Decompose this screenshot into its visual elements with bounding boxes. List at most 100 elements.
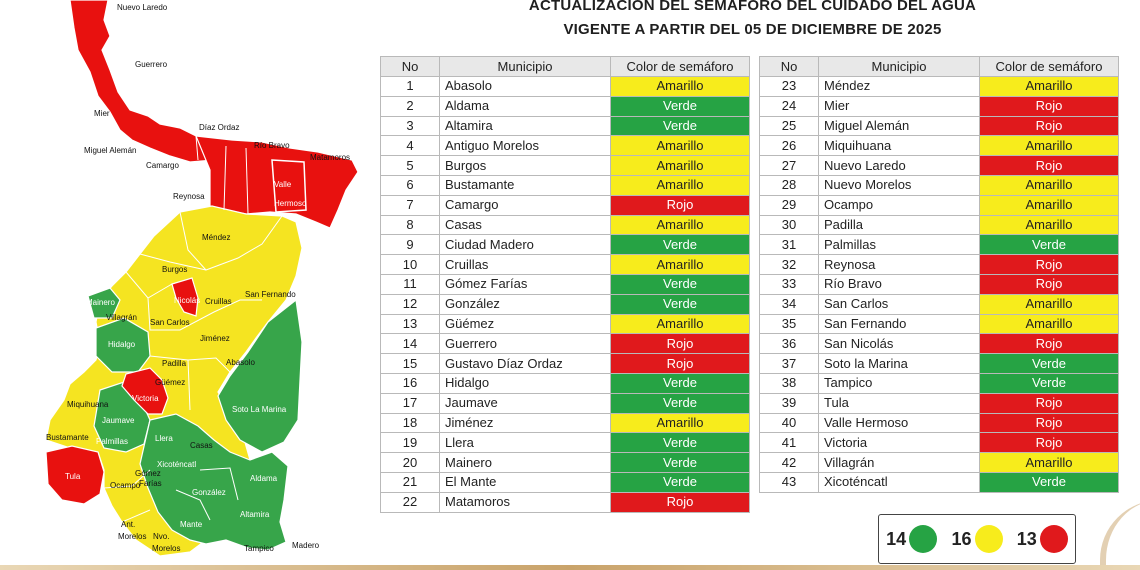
table-row: 40 Valle Hermoso Rojo [759, 412, 1119, 434]
table-row: 36 San Nicolás Rojo [759, 333, 1119, 355]
municipio-number: 1 [380, 76, 440, 97]
column-header-municipio: Municipio [818, 56, 980, 77]
table-row: 18 Jiménez Amarillo [380, 412, 750, 434]
table-row: 16 Hidalgo Verde [380, 372, 750, 394]
municipio-number: 35 [759, 313, 819, 335]
semaforo-color: Rojo [610, 353, 750, 374]
municipio-name: Abasolo [439, 76, 611, 97]
table-row: 20 Mainero Verde [380, 452, 750, 473]
map-label-llera: Llera [155, 434, 173, 443]
municipio-name: Matamoros [439, 491, 611, 513]
map-label-aldama: Aldama [250, 474, 278, 483]
map-label-san-carlos: San Carlos [150, 318, 190, 327]
region-soto-la-marina [217, 298, 303, 453]
municipio-name: Cruillas [439, 254, 611, 275]
map-label-gomez-farias-2: Farías [139, 479, 162, 488]
semaforo-color: Verde [979, 372, 1119, 394]
semaforo-color: Verde [610, 372, 750, 394]
map-label-palmillas: Palmillas [96, 437, 128, 446]
region-mainero [87, 287, 121, 319]
table-body-left: 1 Abasolo Amarillo 2 Aldama Verde 3 Altamira Ver… [380, 76, 750, 513]
municipio-number: 5 [380, 155, 440, 176]
semaforo-color: Amarillo [610, 76, 750, 97]
municipio-number: 23 [759, 76, 819, 97]
municipio-number: 17 [380, 392, 440, 414]
region-llera-gonzalez-south [139, 413, 289, 551]
region-victoria [121, 367, 169, 415]
map-label-tampico: Tampico [244, 544, 274, 553]
municipio-number: 28 [759, 174, 819, 196]
semaforo-color: Amarillo [979, 293, 1119, 315]
semaforo-color: Rojo [979, 392, 1119, 414]
table-row: 24 Mier Rojo [759, 95, 1119, 117]
municipio-name: Burgos [439, 155, 611, 176]
table-row: 3 Altamira Verde [380, 115, 750, 137]
municipio-name: Llera [439, 432, 611, 454]
table-row: 28 Nuevo Morelos Amarillo [759, 174, 1119, 196]
map-label-ant-morelos-1: Ant. [121, 520, 135, 529]
semaforo-color: Rojo [610, 491, 750, 513]
municipio-name: San Nicolás [818, 333, 980, 355]
table-row: 34 San Carlos Amarillo [759, 293, 1119, 315]
map-label-madero: Madero [292, 541, 320, 550]
region-san-nicolas [171, 277, 199, 317]
table-row: 17 Jaumave Verde [380, 392, 750, 414]
municipio-number: 11 [380, 273, 440, 295]
municipio-name: Xicoténcatl [818, 471, 980, 493]
table-row: 10 Cruillas Amarillo [380, 254, 750, 275]
semaforo-color: Amarillo [610, 214, 750, 236]
summary-count: 16 [951, 528, 972, 549]
tamaulipas-map: Nuevo Laredo Guerrero Mier Miguel Alemán… [0, 0, 365, 570]
semaforo-color: Verde [979, 234, 1119, 256]
table-header-row: No Municipio Color de semáforo [759, 56, 1119, 77]
semaforo-color: Verde [610, 452, 750, 473]
semaforo-color: Rojo [610, 333, 750, 355]
map-label-nuevo-laredo: Nuevo Laredo [117, 3, 168, 12]
summary-count: 13 [1016, 528, 1037, 549]
municipios-table-left: No Municipio Color de semáforo 1 Abasolo A… [380, 56, 750, 513]
map-label-mendez: Méndez [202, 233, 230, 242]
municipio-name: Tula [818, 392, 980, 414]
municipio-name: Jiménez [439, 412, 611, 434]
municipio-name: Hidalgo [439, 372, 611, 394]
map-label-camargo: Camargo [146, 161, 179, 170]
municipio-name: Jaumave [439, 392, 611, 414]
map-label-burgos: Burgos [162, 265, 187, 274]
semaforo-color: Verde [610, 392, 750, 414]
municipio-number: 33 [759, 273, 819, 295]
map-label-villagran: Villagrán [106, 313, 137, 322]
map-label-abasolo: Abasolo [226, 358, 255, 367]
municipio-name: Bustamante [439, 174, 611, 196]
column-header-municipio: Municipio [439, 56, 611, 77]
municipio-name: Mier [818, 95, 980, 117]
municipio-number: 8 [380, 214, 440, 236]
municipio-name: Güémez [439, 313, 611, 335]
map-label-jimenez: Jiménez [200, 334, 230, 343]
table-row: 31 Palmillas Verde [759, 234, 1119, 256]
map-label-casas: Casas [190, 441, 213, 450]
region-hidalgo [95, 317, 151, 373]
semaforo-color: Verde [610, 234, 750, 256]
municipio-name: Camargo [439, 194, 611, 216]
municipio-number: 21 [380, 471, 440, 493]
semaforo-color: Amarillo [979, 194, 1119, 216]
municipio-name: Reynosa [818, 254, 980, 275]
map-label-padilla: Padilla [162, 359, 187, 368]
semaforo-color: Rojo [979, 155, 1119, 176]
table-row: 22 Matamoros Rojo [380, 491, 750, 513]
municipio-number: 41 [759, 432, 819, 454]
table-row: 25 Miguel Alemán Rojo [759, 115, 1119, 137]
map-label-diaz-ordaz: Díaz Ordaz [199, 123, 239, 132]
map-label-miquihuana: Miquihuana [67, 400, 109, 409]
semaforo-color: Amarillo [610, 135, 750, 157]
municipio-number: 2 [380, 95, 440, 117]
table-row: 30 Padilla Amarillo [759, 214, 1119, 236]
semaforo-color: Verde [610, 293, 750, 315]
municipio-name: Río Bravo [818, 273, 980, 295]
decorative-swoosh [1100, 500, 1140, 570]
municipio-number: 7 [380, 194, 440, 216]
map-label-mainero: Mainero [86, 298, 115, 307]
municipio-name: Guerrero [439, 333, 611, 355]
semaforo-color: Amarillo [979, 76, 1119, 97]
table-row: 13 Güémez Amarillo [380, 313, 750, 335]
